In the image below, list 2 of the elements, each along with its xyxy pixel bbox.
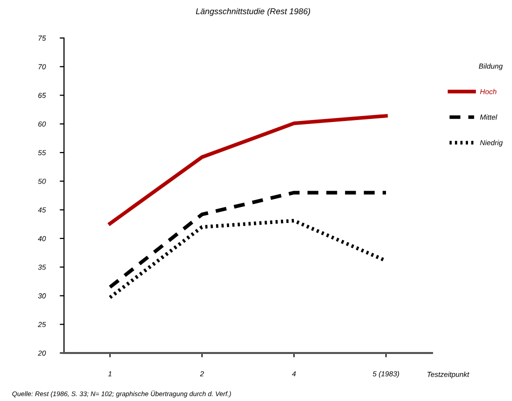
- line-series: [108, 114, 388, 226]
- chart-title: Längsschnittstudie (Rest 1986): [196, 8, 310, 16]
